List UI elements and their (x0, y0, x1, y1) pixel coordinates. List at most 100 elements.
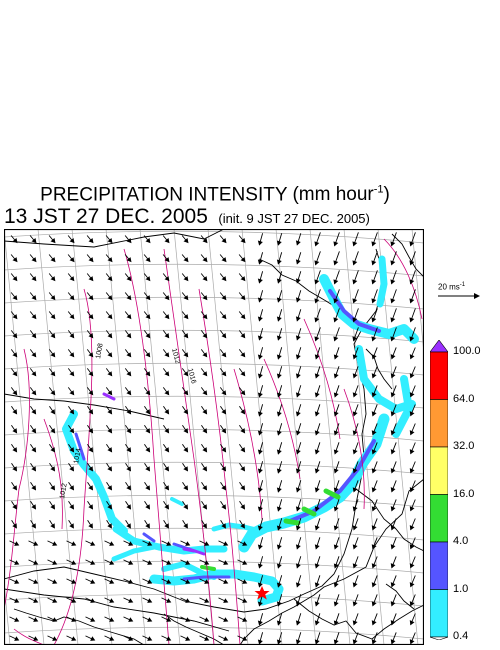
wind-arrowhead (276, 487, 282, 493)
wind-arrowhead (183, 257, 189, 263)
colorbar-segment (430, 541, 448, 590)
wind-arrowhead (126, 428, 132, 434)
wind-arrowhead (69, 409, 75, 415)
wind-arrowhead (371, 449, 377, 455)
wind-arrowhead (164, 276, 170, 282)
wind-arrowhead (183, 276, 189, 282)
wind-arrowhead (14, 579, 20, 584)
wind-arrowhead (145, 428, 151, 434)
wind-arrowhead (31, 504, 37, 510)
wind-arrowhead (371, 260, 377, 266)
wind-arrowhead (69, 276, 75, 282)
wind-arrowhead (109, 617, 115, 622)
wind-arrowhead (33, 636, 39, 641)
wind-arrowhead (31, 314, 37, 320)
wind-arrowhead (223, 598, 229, 603)
wind-arrowhead (257, 525, 263, 531)
wind-arrowhead (314, 563, 320, 569)
wind-arrowhead (240, 428, 246, 434)
wind-arrowhead (390, 260, 396, 266)
wind-arrowhead (352, 336, 358, 342)
wind-arrowhead (145, 485, 151, 491)
wind-arrowhead (71, 636, 77, 641)
wind-arrowhead (183, 371, 189, 377)
wind-arrowhead (257, 297, 263, 303)
wind-arrowhead (107, 428, 113, 434)
wind-arrowhead (371, 620, 377, 626)
wind-arrowhead (14, 541, 20, 546)
wind-arrowhead (107, 276, 113, 282)
wind-arrowhead (314, 411, 320, 417)
wind-arrowhead (128, 617, 134, 622)
wind-arrowhead (314, 317, 320, 323)
wind-arrowhead (147, 598, 153, 603)
wind-arrowhead (409, 582, 415, 588)
wind-arrowhead (333, 411, 339, 417)
wind-arrowhead (371, 639, 377, 645)
wind-arrowhead (69, 237, 75, 244)
wind-arrowhead (88, 276, 94, 282)
wind-arrowhead (147, 560, 153, 565)
wind-arrowhead (147, 617, 153, 622)
wind-arrowhead (90, 598, 96, 603)
wind-arrowhead (371, 525, 377, 531)
wind-arrowhead (126, 257, 132, 263)
wind-arrowhead (352, 487, 358, 493)
wind-arrowhead (88, 390, 94, 396)
wind-arrowhead (333, 373, 339, 379)
wind-arrowhead (295, 544, 301, 550)
wind-arrowhead (257, 601, 263, 607)
wind-arrowhead (242, 579, 248, 584)
wind-arrowhead (409, 639, 415, 645)
wind-arrowhead (371, 582, 377, 588)
wind-arrowhead (12, 352, 18, 358)
wind-arrowhead (276, 278, 282, 284)
wind-arrowhead (202, 276, 208, 282)
wind-arrowhead (202, 237, 208, 244)
wind-arrowhead (257, 563, 263, 569)
wind-arrowhead (31, 295, 37, 301)
wind-arrowhead (52, 636, 58, 641)
wind-arrowhead (69, 466, 75, 472)
wind-arrowhead (12, 237, 18, 244)
wind-arrowhead (221, 523, 226, 529)
wind-arrowhead (257, 354, 263, 360)
wind-arrowhead (371, 506, 377, 512)
wind-arrowhead (185, 579, 191, 584)
wind-arrowhead (145, 409, 151, 415)
isobar-label: 1012 (170, 348, 181, 365)
wind-arrowhead (257, 240, 263, 246)
wind-arrowhead (164, 371, 170, 377)
wind-arrowhead (314, 601, 320, 607)
wind-arrowhead (390, 241, 396, 247)
wind-arrowhead (126, 333, 132, 339)
wind-arrowhead (409, 411, 415, 417)
wind-arrowhead (69, 504, 75, 510)
wind-arrowhead (164, 523, 169, 529)
wind-arrowhead (276, 392, 282, 398)
wind-arrowhead (126, 371, 132, 377)
wind-arrowhead (145, 257, 151, 263)
wind-arrowhead (371, 468, 377, 474)
colorbar-label: 32.0 (453, 440, 475, 452)
wind-arrowhead (276, 563, 282, 569)
wind-arrowhead (276, 335, 282, 341)
wind-arrowhead (333, 601, 339, 607)
wind-arrowhead (314, 487, 320, 493)
wind-arrowhead (257, 620, 263, 626)
wind-arrowhead (314, 430, 320, 436)
chart-title: PRECIPITATION INTENSITY (mm hour-1) (0, 184, 430, 206)
wind-arrowhead (352, 373, 358, 379)
wind-arrowhead (240, 390, 246, 396)
wind-arrowhead (166, 560, 172, 565)
wind-arrowhead (31, 257, 37, 263)
wind-arrowhead (88, 485, 94, 491)
wind-arrowhead (295, 259, 301, 265)
wind-arrowhead (145, 466, 151, 472)
wind-arrowhead (276, 449, 282, 455)
wind-arrowhead (352, 639, 358, 645)
wind-arrowhead (390, 336, 396, 342)
wind-arrowhead (109, 541, 115, 546)
wind-arrowhead (409, 544, 415, 550)
wind-arrowhead (314, 449, 320, 455)
